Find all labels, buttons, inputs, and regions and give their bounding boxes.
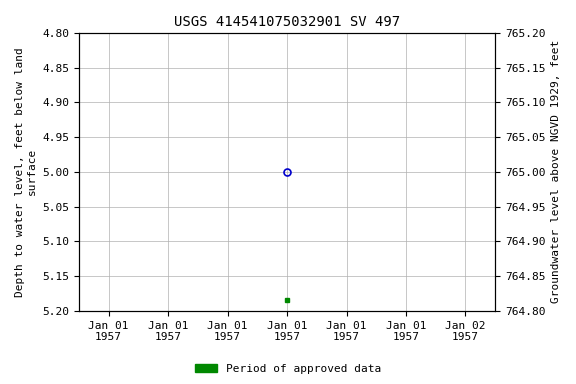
- Y-axis label: Groundwater level above NGVD 1929, feet: Groundwater level above NGVD 1929, feet: [551, 40, 561, 303]
- Title: USGS 414541075032901 SV 497: USGS 414541075032901 SV 497: [174, 15, 400, 29]
- Legend: Period of approved data: Period of approved data: [191, 359, 385, 379]
- Y-axis label: Depth to water level, feet below land
surface: Depth to water level, feet below land su…: [15, 47, 37, 297]
